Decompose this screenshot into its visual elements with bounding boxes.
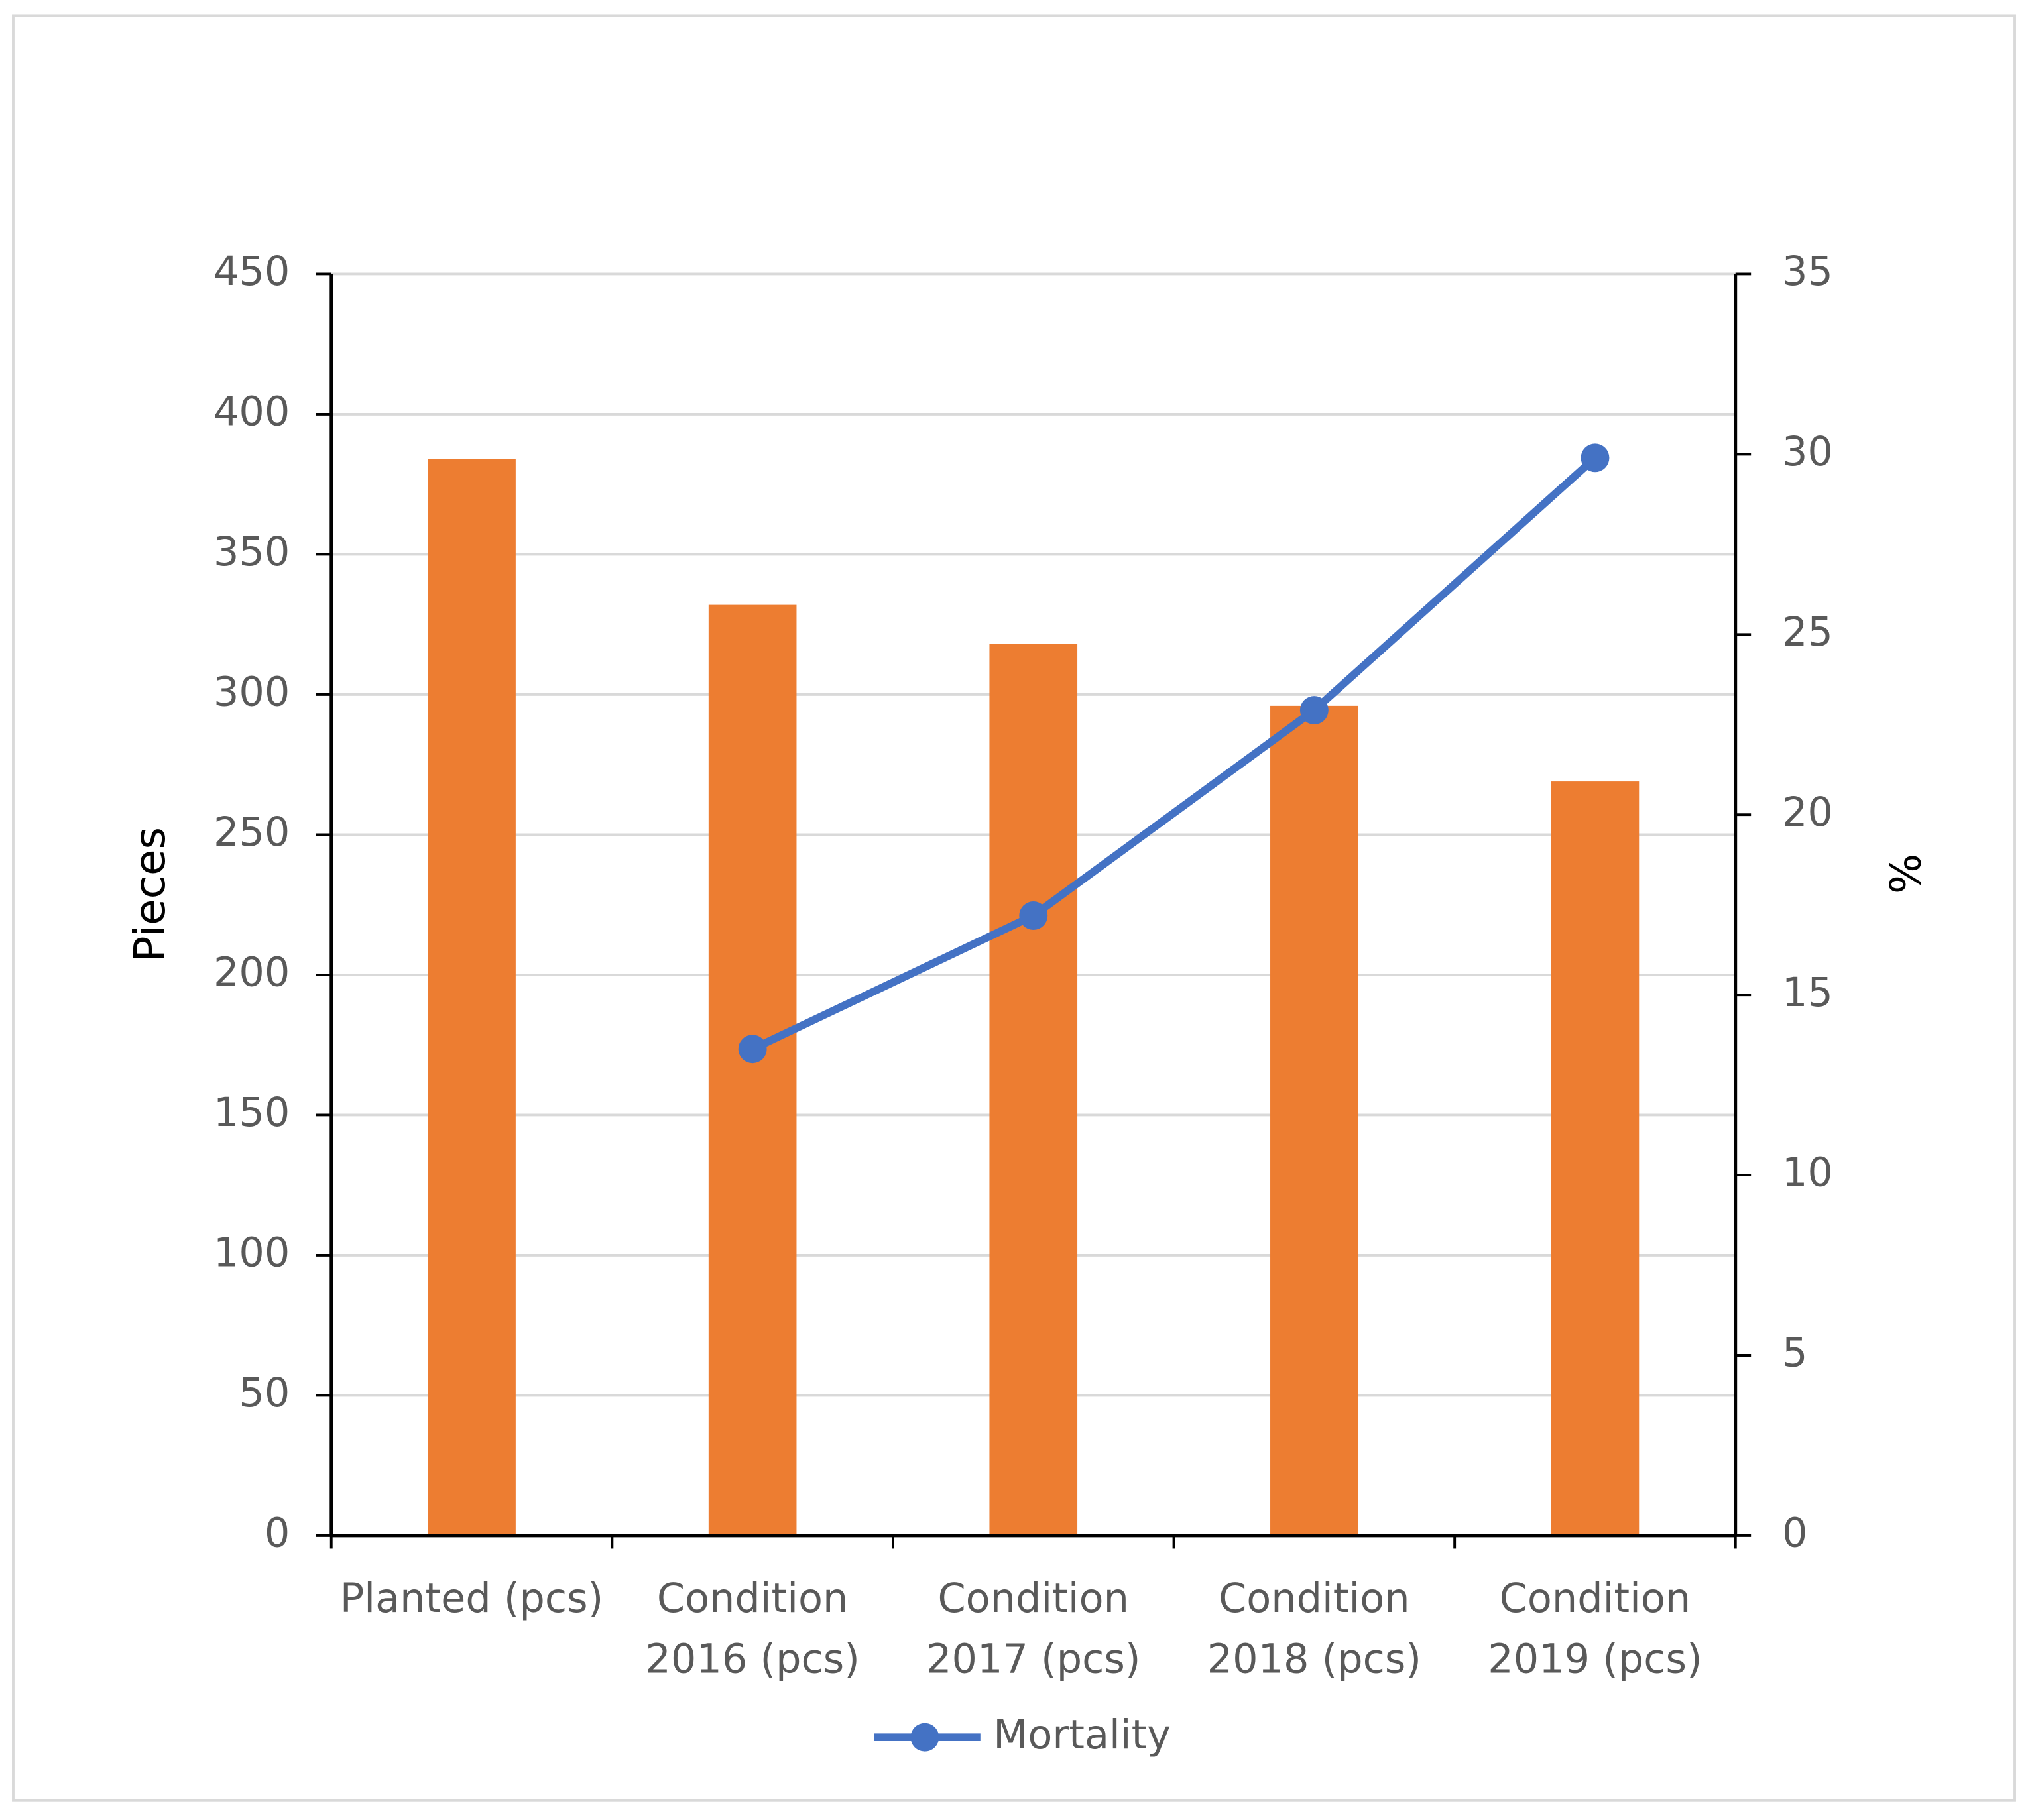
x-tick-label-box: Condition 2017 (pcs) — [926, 1575, 1141, 1683]
bar — [1270, 705, 1358, 1536]
marker — [738, 1035, 767, 1064]
y-tick-label: 300 — [213, 669, 290, 716]
y-tick-label: 350 — [213, 529, 290, 575]
y-tick-label: 400 — [213, 389, 290, 435]
y2-tick-label: 5 — [1782, 1330, 1807, 1377]
y-tick-label: 0 — [265, 1510, 290, 1557]
marker — [1581, 443, 1610, 473]
bar — [708, 604, 797, 1536]
y-tick-label: 50 — [239, 1370, 290, 1416]
legend-marker — [910, 1723, 939, 1752]
y2-tick-label: 20 — [1782, 789, 1833, 836]
y2-tick-label: 25 — [1782, 609, 1833, 655]
y-tick-label: 150 — [213, 1090, 290, 1136]
bar — [989, 644, 1078, 1536]
legend-label: Mortality — [993, 1712, 1171, 1758]
bar — [428, 459, 516, 1536]
y2-axis-title: % — [1879, 854, 1929, 894]
y2-tick-label: 15 — [1782, 970, 1833, 1016]
y-tick-label: 250 — [213, 809, 290, 856]
x-tick-label-box: Condition 2019 (pcs) — [1488, 1575, 1702, 1683]
x-tick-label: Planted (pcs) — [339, 1575, 604, 1622]
x-tick-label: Condition 2017 (pcs) — [926, 1575, 1141, 1683]
x-tick-label-box: Condition 2016 (pcs) — [645, 1575, 860, 1683]
marker — [1299, 696, 1329, 724]
y-tick-label: 100 — [213, 1230, 290, 1277]
y-axis-title: Pieces — [125, 827, 175, 962]
y2-tick-label: 10 — [1782, 1150, 1833, 1196]
line — [750, 455, 1598, 1053]
x-tick-label: Condition 2016 (pcs) — [645, 1575, 860, 1683]
y2-tick-label: 35 — [1782, 249, 1833, 295]
bar — [1551, 781, 1640, 1536]
x-tick-label: Condition 2019 (pcs) — [1488, 1575, 1702, 1683]
x-tick-label: Condition 2018 (pcs) — [1207, 1575, 1422, 1683]
x-tick-label-box: Planted (pcs) — [339, 1575, 604, 1622]
y2-tick-label: 30 — [1782, 429, 1833, 475]
y2-tick-label: 0 — [1782, 1510, 1807, 1557]
y-tick-label: 200 — [213, 950, 290, 996]
marker — [1019, 901, 1048, 930]
y-tick-label: 450 — [213, 249, 290, 295]
x-tick-label-box: Condition 2018 (pcs) — [1207, 1575, 1422, 1683]
